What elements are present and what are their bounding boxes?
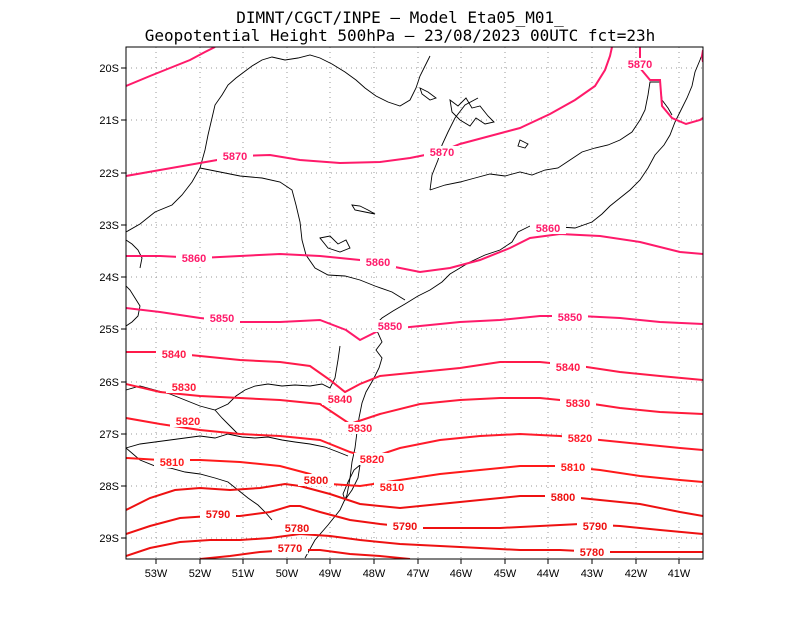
contour-5860 bbox=[126, 232, 703, 274]
lon-label: 45W bbox=[494, 568, 517, 580]
map-title-line-2: Geopotential Height 500hPa – 23/08/2023 … bbox=[144, 26, 656, 45]
contour-label: 5850 bbox=[378, 321, 402, 333]
lat-label: 26S bbox=[99, 377, 119, 389]
state-border bbox=[429, 97, 479, 191]
contour-label: 5860 bbox=[366, 257, 390, 269]
lon-label: 48W bbox=[363, 568, 386, 580]
lat-label: 25S bbox=[99, 324, 119, 336]
contour-label: 5780 bbox=[580, 547, 604, 559]
reservoir bbox=[449, 97, 495, 127]
contour-label: 5830 bbox=[348, 423, 372, 435]
contour-label: 5790 bbox=[206, 509, 230, 521]
country-border bbox=[126, 285, 141, 327]
state-border bbox=[429, 81, 673, 191]
contour-label: 5820 bbox=[176, 416, 200, 428]
latitude-labels: 20S 21S 22S 23S 24S 25S 26S 27S 28S 29S bbox=[99, 63, 119, 545]
lon-label: 51W bbox=[232, 568, 255, 580]
contour-label: 5800 bbox=[551, 492, 575, 504]
contour-label: 5820 bbox=[568, 433, 592, 445]
lon-label: 42W bbox=[625, 568, 648, 580]
contour-label: 5780 bbox=[285, 523, 309, 535]
lat-label: 29S bbox=[99, 533, 119, 545]
lon-label: 46W bbox=[450, 568, 473, 580]
contour-5870-c bbox=[639, 47, 703, 126]
contour-label: 5850 bbox=[558, 312, 582, 324]
contour-label: 5840 bbox=[328, 394, 352, 406]
map-frame bbox=[125, 46, 704, 560]
lat-label: 21S bbox=[99, 115, 119, 127]
reservoir bbox=[517, 139, 529, 149]
lon-label: 53W bbox=[145, 568, 168, 580]
lat-label: 27S bbox=[99, 429, 119, 441]
contour-label: 5830 bbox=[566, 398, 590, 410]
lat-label: 28S bbox=[99, 481, 119, 493]
state-border bbox=[126, 54, 431, 233]
lon-label: 52W bbox=[189, 568, 212, 580]
contour-5820 bbox=[126, 417, 703, 460]
lon-label: 50W bbox=[276, 568, 299, 580]
contour-label: 5810 bbox=[380, 482, 404, 494]
lagoon bbox=[342, 463, 361, 501]
contour-label: 5860 bbox=[182, 253, 206, 265]
longitude-labels: 53W 52W 51W 50W 49W 48W 47W 46W 45W 44W … bbox=[145, 568, 691, 580]
lat-label: 24S bbox=[99, 272, 119, 284]
contour-label: 5860 bbox=[536, 223, 560, 235]
reservoir bbox=[319, 235, 351, 253]
lon-label: 43W bbox=[581, 568, 604, 580]
contour-label: 5820 bbox=[360, 454, 384, 466]
contour-5870-a bbox=[126, 47, 216, 87]
contour-label: 5870 bbox=[223, 151, 247, 163]
lat-label: 23S bbox=[99, 220, 119, 232]
graticule bbox=[126, 47, 703, 559]
country-border bbox=[214, 409, 239, 435]
lon-label: 41W bbox=[668, 568, 691, 580]
reservoir bbox=[419, 87, 437, 101]
lon-label: 49W bbox=[319, 568, 342, 580]
lat-label: 20S bbox=[99, 63, 119, 75]
map-title-line-1: DIMNT/CGCT/INPE – Model Eta05_M01_ bbox=[236, 8, 564, 27]
lon-label: 44W bbox=[537, 568, 560, 580]
contour-5840 bbox=[126, 351, 703, 394]
contour-label: 5830 bbox=[172, 382, 196, 394]
contour-5800 bbox=[126, 482, 703, 517]
lat-label: 22S bbox=[99, 168, 119, 180]
state-border bbox=[199, 167, 406, 301]
lon-label: 47W bbox=[407, 568, 430, 580]
contour-label: 5870 bbox=[430, 147, 454, 159]
contour-label: 5850 bbox=[210, 313, 234, 325]
contour-5830 bbox=[126, 383, 703, 426]
contour-labels: 5870 5870 5870 5860 5860 5860 5850 5850 … bbox=[154, 58, 658, 559]
state-border bbox=[126, 433, 349, 457]
contour-label: 5870 bbox=[628, 59, 652, 71]
reservoir bbox=[351, 204, 376, 215]
contour-label: 5800 bbox=[304, 475, 328, 487]
state-border bbox=[126, 345, 341, 411]
country-border bbox=[126, 239, 143, 269]
contour-5810 bbox=[126, 457, 703, 488]
contour-label: 5790 bbox=[393, 521, 417, 533]
contour-label: 5840 bbox=[162, 349, 186, 361]
contour-label: 5810 bbox=[160, 457, 184, 469]
contour-label: 5790 bbox=[583, 521, 607, 533]
contour-label: 5810 bbox=[561, 462, 585, 474]
contour-label: 5840 bbox=[556, 362, 580, 374]
contour-label: 5770 bbox=[278, 543, 302, 555]
axis-ticks bbox=[121, 67, 680, 564]
